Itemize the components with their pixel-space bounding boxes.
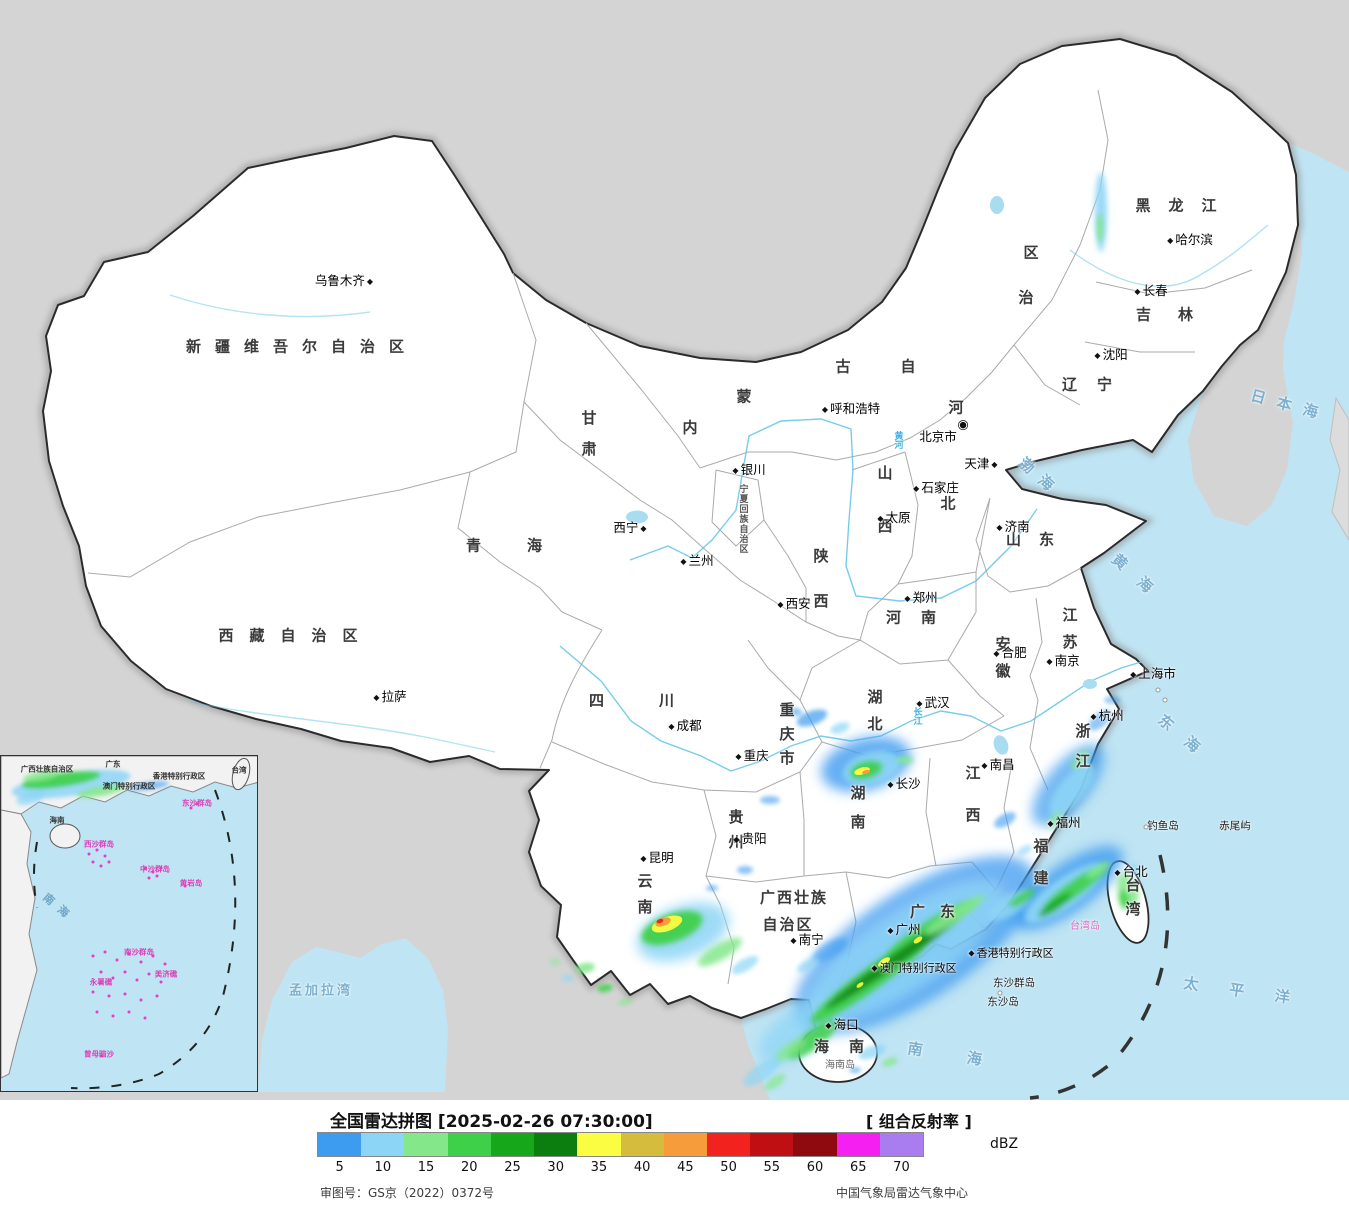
credit: 中国气象局雷达气象中心 bbox=[836, 1186, 969, 1200]
inset-dash-left bbox=[33, 841, 38, 909]
legend-color-cell-20 bbox=[447, 1133, 491, 1156]
china-radar-map: 新疆维吾尔自治区 西藏自治区 青海 甘肃内蒙古自治区黑龙江 吉林 辽宁河北山西 陕西 山东 河南… bbox=[0, 0, 1349, 1100]
legend-color-cell-45 bbox=[663, 1133, 707, 1156]
bengal-bay bbox=[258, 938, 448, 1092]
legend-tick-value: 55 bbox=[763, 1160, 781, 1175]
legend-tick-value: 15 bbox=[417, 1160, 435, 1175]
legend-color-cell-60 bbox=[793, 1133, 837, 1156]
legend-tick-value: 65 bbox=[849, 1160, 867, 1175]
inset-indochina-land bbox=[1, 809, 38, 1079]
approval-number: 审图号：GS京（2022）0372号 bbox=[320, 1186, 494, 1200]
inset-radar-echoes bbox=[11, 769, 169, 805]
legend-tick-value: 30 bbox=[547, 1160, 564, 1175]
small-islands bbox=[997, 687, 1225, 996]
legend-tick-value: 35 bbox=[590, 1160, 608, 1175]
legend-color-cell-70 bbox=[879, 1133, 924, 1156]
legend-color-cell-5 bbox=[318, 1133, 362, 1156]
inset-svg bbox=[1, 756, 257, 1091]
legend-color-cell-65 bbox=[836, 1133, 880, 1156]
china-territory bbox=[42, 38, 1299, 1030]
legend-tick-value: 60 bbox=[806, 1160, 824, 1175]
dbz-unit-label: dBZ bbox=[990, 1136, 1019, 1152]
inset-coast-land bbox=[1, 756, 257, 815]
map-title: 全国雷达拼图 [2025-02-26 07:30:00] bbox=[330, 1112, 653, 1132]
legend-tick-value: 5 bbox=[335, 1160, 344, 1175]
legend-color-cell-10 bbox=[361, 1133, 405, 1156]
legend-color-cell-55 bbox=[750, 1133, 794, 1156]
south-china-sea-inset: 广西壮族自治区 广东 香港特别行政区 澳门特别行政区 台湾 海南 东沙群岛 西沙群岛 中沙群岛黄… bbox=[0, 755, 258, 1092]
radar-echo-layer-specks bbox=[550, 214, 1139, 1091]
inset-hainan bbox=[49, 823, 81, 849]
legend-color-cell-30 bbox=[534, 1133, 578, 1156]
radar-echo-layer-cores bbox=[651, 767, 923, 988]
japan-coast bbox=[1329, 396, 1349, 541]
legend-tick-value: 20 bbox=[460, 1160, 478, 1175]
legend-tick-value: 70 bbox=[893, 1160, 910, 1175]
sea bbox=[741, 144, 1349, 1100]
legend-color-cell-40 bbox=[620, 1133, 664, 1156]
legend-tick-value: 45 bbox=[677, 1160, 694, 1175]
rivers bbox=[169, 224, 1269, 772]
legend-color-cell-50 bbox=[706, 1133, 751, 1156]
legend-tick-value: 40 bbox=[633, 1160, 651, 1175]
legend-color-cell-25 bbox=[490, 1133, 535, 1156]
legend-color-cell-15 bbox=[404, 1133, 448, 1156]
legend-tick-value: 50 bbox=[720, 1160, 737, 1175]
legend-color-cell-35 bbox=[577, 1133, 621, 1156]
legend-tick-value: 10 bbox=[374, 1160, 392, 1175]
inset-reef-dots bbox=[87, 802, 199, 1058]
dbz-colorbar bbox=[317, 1132, 924, 1157]
legend-tick-value: 25 bbox=[504, 1160, 521, 1175]
legend-panel: 全国雷达拼图 [2025-02-26 07:30:00] [ 组合反射率 ] d… bbox=[0, 1100, 1349, 1208]
inset-taiwan bbox=[231, 757, 251, 791]
product-label: [ 组合反射率 ] bbox=[866, 1112, 972, 1131]
dbz-colorbar-ticks: 5 10 15 20 25 30 35 40 45 50 55 60 65 70 bbox=[318, 1160, 923, 1175]
nine-dash-line bbox=[1029, 854, 1170, 1100]
